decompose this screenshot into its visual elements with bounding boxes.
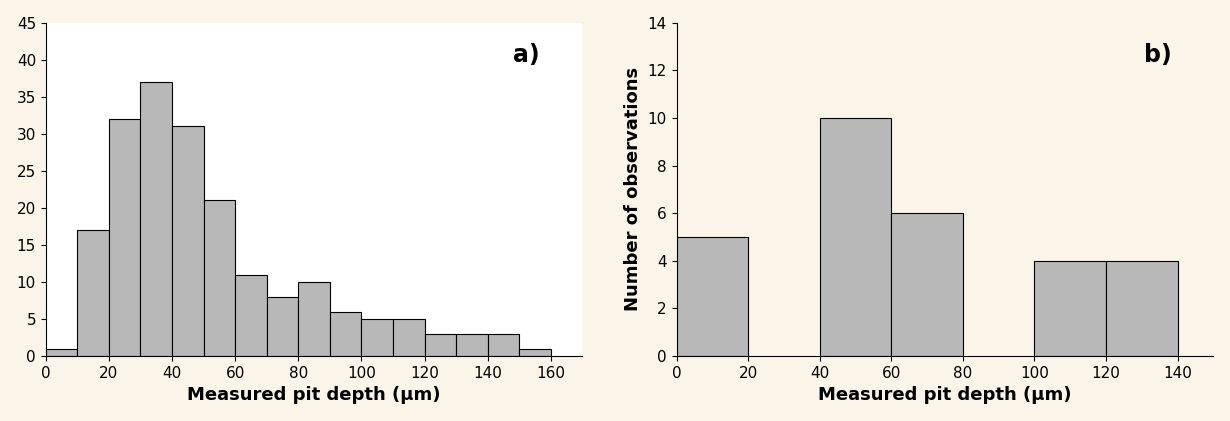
Bar bbox=[109, 119, 140, 356]
Text: b): b) bbox=[1144, 43, 1171, 67]
Bar bbox=[362, 319, 394, 356]
Bar bbox=[424, 334, 456, 356]
Bar bbox=[676, 237, 748, 356]
Bar bbox=[330, 312, 362, 356]
Bar bbox=[299, 282, 330, 356]
Bar bbox=[1106, 261, 1177, 356]
Bar bbox=[519, 349, 551, 356]
Text: a): a) bbox=[513, 43, 539, 67]
Bar bbox=[1034, 261, 1106, 356]
Bar bbox=[204, 200, 235, 356]
Y-axis label: Number of observations: Number of observations bbox=[624, 67, 642, 312]
Bar bbox=[819, 118, 892, 356]
Bar bbox=[77, 230, 109, 356]
Bar bbox=[267, 297, 299, 356]
Bar bbox=[394, 319, 424, 356]
Bar bbox=[456, 334, 488, 356]
Bar bbox=[488, 334, 519, 356]
Bar bbox=[172, 126, 204, 356]
Bar bbox=[235, 274, 267, 356]
X-axis label: Measured pit depth (μm): Measured pit depth (μm) bbox=[818, 386, 1071, 404]
Bar bbox=[892, 213, 963, 356]
Bar bbox=[140, 82, 172, 356]
Bar bbox=[46, 349, 77, 356]
X-axis label: Measured pit depth (μm): Measured pit depth (μm) bbox=[187, 386, 440, 404]
